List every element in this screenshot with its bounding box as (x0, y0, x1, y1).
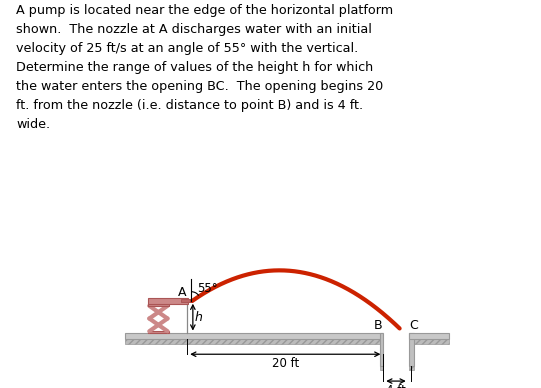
Text: B: B (374, 319, 383, 332)
Polygon shape (408, 333, 414, 366)
Text: 20 ft: 20 ft (272, 357, 299, 370)
Text: 4 ft: 4 ft (386, 384, 406, 388)
Text: A: A (179, 286, 187, 299)
Polygon shape (125, 339, 384, 344)
Polygon shape (181, 299, 192, 302)
Polygon shape (148, 331, 169, 333)
Circle shape (190, 299, 193, 302)
Polygon shape (408, 339, 449, 344)
Polygon shape (384, 333, 408, 340)
Polygon shape (408, 333, 449, 339)
Text: 55°: 55° (197, 282, 217, 294)
Polygon shape (148, 303, 169, 306)
Polygon shape (148, 298, 188, 303)
Text: h: h (195, 311, 203, 324)
Text: C: C (409, 319, 418, 332)
Polygon shape (125, 333, 384, 339)
Polygon shape (380, 333, 384, 366)
Text: A pump is located near the edge of the horizontal platform
shown.  The nozzle at: A pump is located near the edge of the h… (16, 4, 393, 131)
Polygon shape (380, 366, 384, 370)
Polygon shape (408, 366, 414, 370)
